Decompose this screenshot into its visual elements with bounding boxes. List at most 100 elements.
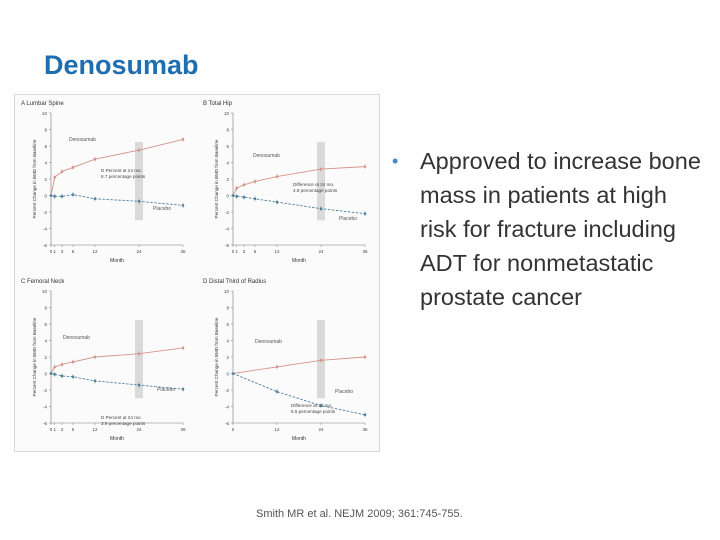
bullet-dot-icon: • <box>392 151 399 171</box>
y-tick-label: -6 <box>225 421 229 426</box>
data-point <box>60 363 64 366</box>
data-point <box>137 148 141 152</box>
y-axis-label: Percent Change in BMD from Baseline <box>214 139 219 218</box>
y-tick-label: -6 <box>43 243 47 248</box>
x-tick-label: 3 <box>61 427 64 432</box>
y-tick-label: 4 <box>226 161 229 166</box>
series-label: Denosumab <box>69 137 96 143</box>
panel-label: B Total Hip <box>203 101 233 107</box>
x-axis-label: Month <box>110 436 124 442</box>
highlight-band <box>135 141 143 221</box>
data-point <box>71 166 75 169</box>
y-tick-label: 8 <box>226 128 229 133</box>
series-line-placebo <box>232 373 366 416</box>
data-point <box>137 352 141 355</box>
series-label: Placebo <box>153 206 171 212</box>
data-point <box>49 372 53 375</box>
y-tick-label: 4 <box>44 161 47 166</box>
series-label: Placebo <box>157 387 175 393</box>
y-tick-label: -2 <box>43 210 47 215</box>
y-tick-label: -2 <box>43 388 47 393</box>
y-tick-label: 8 <box>44 306 47 311</box>
bullet-list: • Approved to increase bone mass in pati… <box>392 144 702 314</box>
data-point <box>319 207 323 210</box>
y-tick-label: 8 <box>226 306 229 311</box>
data-point <box>53 176 56 179</box>
x-tick-label: 24 <box>136 427 142 432</box>
data-point <box>275 200 279 204</box>
y-tick-label: 6 <box>44 322 47 327</box>
series-label: Placebo <box>339 216 357 222</box>
data-point <box>231 194 235 197</box>
data-point <box>275 175 279 178</box>
y-tick-label: -4 <box>225 405 229 410</box>
data-point <box>275 390 279 393</box>
y-tick-label: -4 <box>225 227 229 232</box>
y-tick-label: 2 <box>226 177 229 182</box>
series-label: Denosumab <box>253 153 280 159</box>
data-point <box>363 212 367 215</box>
y-tick-label: 4 <box>226 339 229 344</box>
data-point <box>319 404 323 407</box>
x-tick-label: 36 <box>180 249 186 254</box>
x-tick-label: 6 <box>72 249 75 254</box>
highlight-band <box>135 319 143 399</box>
data-point <box>71 193 75 196</box>
y-tick-label: -2 <box>225 210 229 215</box>
data-point <box>53 365 56 369</box>
series-line-placebo <box>50 194 184 206</box>
data-point <box>53 373 56 376</box>
y-axis-label: Percent Change in BMD from Baseline <box>32 317 37 396</box>
y-axis-label: Percent Change in BMD from Baseline <box>214 317 219 396</box>
y-axis-label: Percent Change in BMD from Baseline <box>32 139 37 218</box>
data-point <box>319 359 323 362</box>
x-tick-label: 0 <box>232 427 235 432</box>
data-point <box>60 170 64 173</box>
difference-annotation: 4.8 percentage points <box>293 188 338 193</box>
x-tick-label: 24 <box>318 427 324 432</box>
data-point <box>253 197 257 201</box>
x-tick-label: 0 1 <box>50 249 57 254</box>
x-tick-label: 24 <box>136 249 142 254</box>
panel-label: C Femoral Neck <box>21 279 65 285</box>
data-point <box>71 375 75 379</box>
difference-annotation: 5.5 percentage points <box>291 409 336 414</box>
x-tick-label: 0 1 <box>232 249 239 254</box>
x-tick-label: 36 <box>362 249 368 254</box>
series-line-denosumab <box>232 356 366 374</box>
data-point <box>181 387 185 391</box>
y-tick-label: 0 <box>226 194 229 199</box>
x-tick-label: 12 <box>274 249 280 254</box>
bmd-figure: A Lumbar Spine -6 -4 -2 0 2 4 6 8 10 0 1 3 6 12 24 36 Mo… <box>14 94 380 452</box>
x-tick-label: 6 <box>72 427 75 432</box>
data-point <box>363 165 367 168</box>
data-point <box>242 183 246 187</box>
y-tick-label: 2 <box>226 355 229 360</box>
data-point <box>363 355 367 359</box>
y-tick-label: 2 <box>44 177 47 182</box>
data-point <box>137 199 141 203</box>
data-point <box>60 374 64 378</box>
y-tick-label: 8 <box>44 128 47 133</box>
data-point <box>71 360 75 364</box>
panel-label: A Lumbar Spine <box>21 101 64 107</box>
x-tick-label: 12 <box>92 249 98 254</box>
y-tick-label: 6 <box>226 322 229 327</box>
y-tick-label: 2 <box>44 355 47 360</box>
x-tick-label: 36 <box>180 427 186 432</box>
data-point <box>93 197 97 201</box>
data-point <box>181 138 185 141</box>
difference-annotation: D Percent at 24 mo. <box>101 168 142 173</box>
x-tick-label: 36 <box>362 427 368 432</box>
difference-annotation: 3.9 percentage points <box>101 421 146 426</box>
y-tick-label: 10 <box>224 289 230 294</box>
data-point <box>181 346 185 350</box>
data-point <box>363 413 367 417</box>
panel-label: D Distal Third of Radius <box>203 279 266 285</box>
data-point <box>231 372 235 375</box>
y-tick-label: -2 <box>225 388 229 393</box>
y-tick-label: 4 <box>44 339 47 344</box>
x-tick-label: 24 <box>318 249 324 254</box>
x-tick-label: 6 <box>254 249 257 254</box>
